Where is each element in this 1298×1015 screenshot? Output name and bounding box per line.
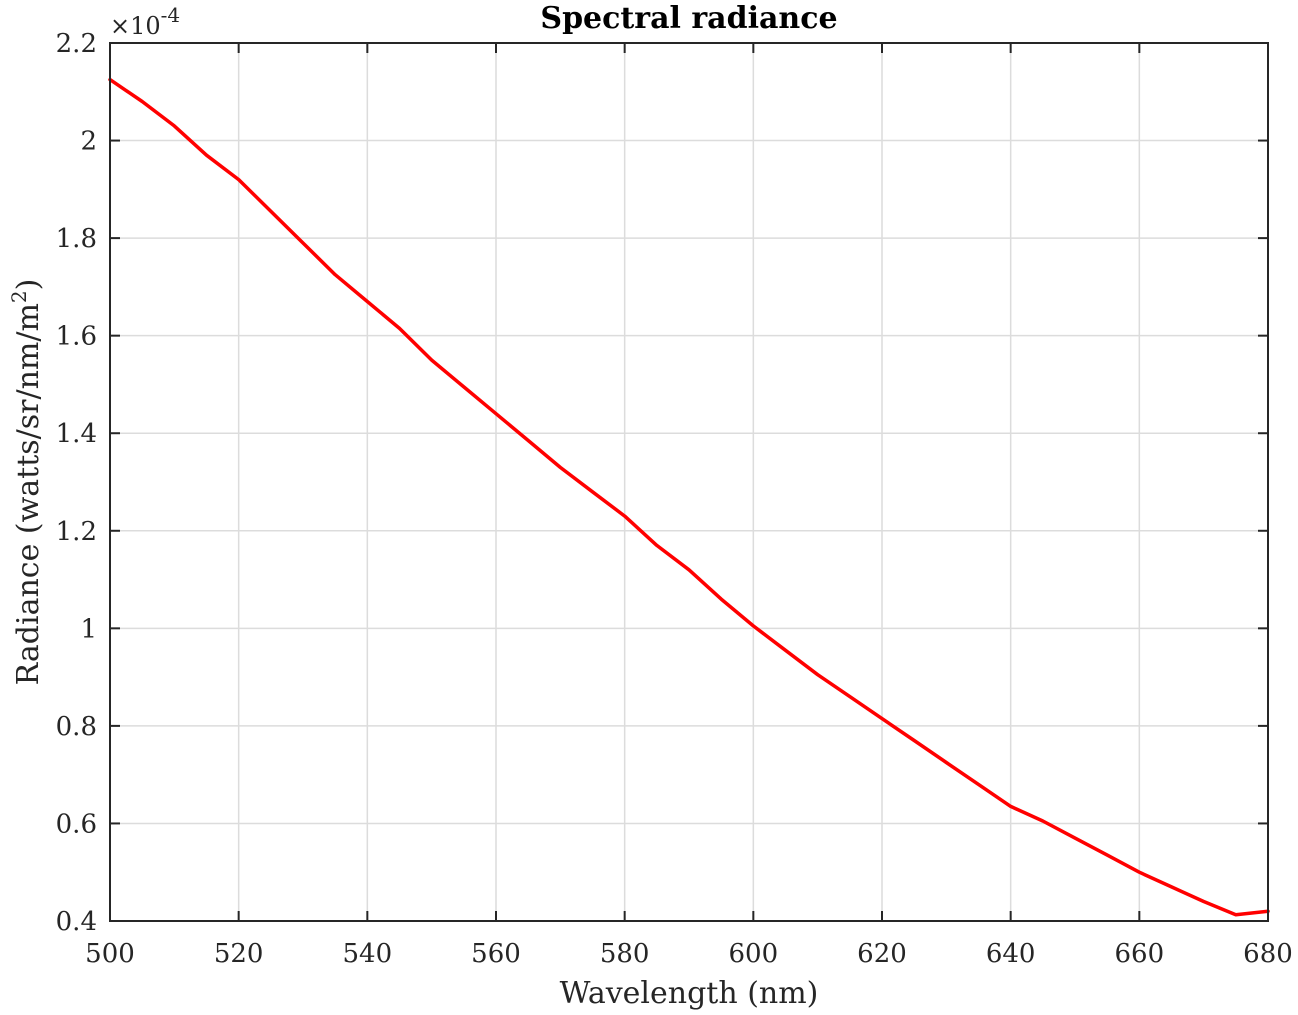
x-tick-label: 540 [343,939,393,969]
y-tick-label: 1.4 [56,419,97,449]
y-axis-label-main: Radiance (watts/sr/nm/m [11,303,46,685]
y-tick-label: 1 [80,614,97,644]
x-tick-label: 500 [85,939,135,969]
y-tick-label: 0.4 [56,907,97,937]
chart-title: Spectral radiance [540,1,837,36]
tick-marks [109,42,1269,922]
x-tick-label: 640 [986,939,1036,969]
y-tick-label: 2.2 [56,29,97,59]
x-tick-label: 680 [1243,939,1293,969]
x-tick-label: 660 [1115,939,1165,969]
x-tick-label: 580 [600,939,650,969]
y-axis-label: Radiance (watts/sr/nm/m2) [7,279,46,686]
y-tick-label: 1.8 [56,224,97,254]
y-tick-label: 0.6 [56,809,97,839]
y-tick-label: 1.6 [56,322,97,352]
series-layer [108,77,1270,917]
x-tick-labels: 500 520 540 560 580 600 620 640 660 680 [85,939,1293,969]
x-tick-label: 600 [729,939,779,969]
y-tick-label: 0.8 [56,712,97,742]
y-tick-label: 1.2 [56,517,97,547]
x-tick-label: 520 [214,939,264,969]
series-line [108,77,1270,917]
x-tick-label: 620 [857,939,907,969]
y-tick-label: 2 [80,127,97,157]
grid-lines [110,43,1268,921]
y-axis-label-close: ) [11,279,46,291]
exponent-label: ×10-4 [110,3,180,40]
y-tick-labels: 0.4 0.6 0.8 1 1.2 1.4 1.6 1.8 2 2.2 [56,29,97,937]
plot-frame [109,42,1269,922]
x-axis-label: Wavelength (nm) [560,976,819,1011]
x-tick-label: 560 [471,939,521,969]
exponent-prefix: ×10 [110,12,161,40]
exponent-power: -4 [161,3,180,27]
y-axis-label-sup: 2 [7,290,31,303]
